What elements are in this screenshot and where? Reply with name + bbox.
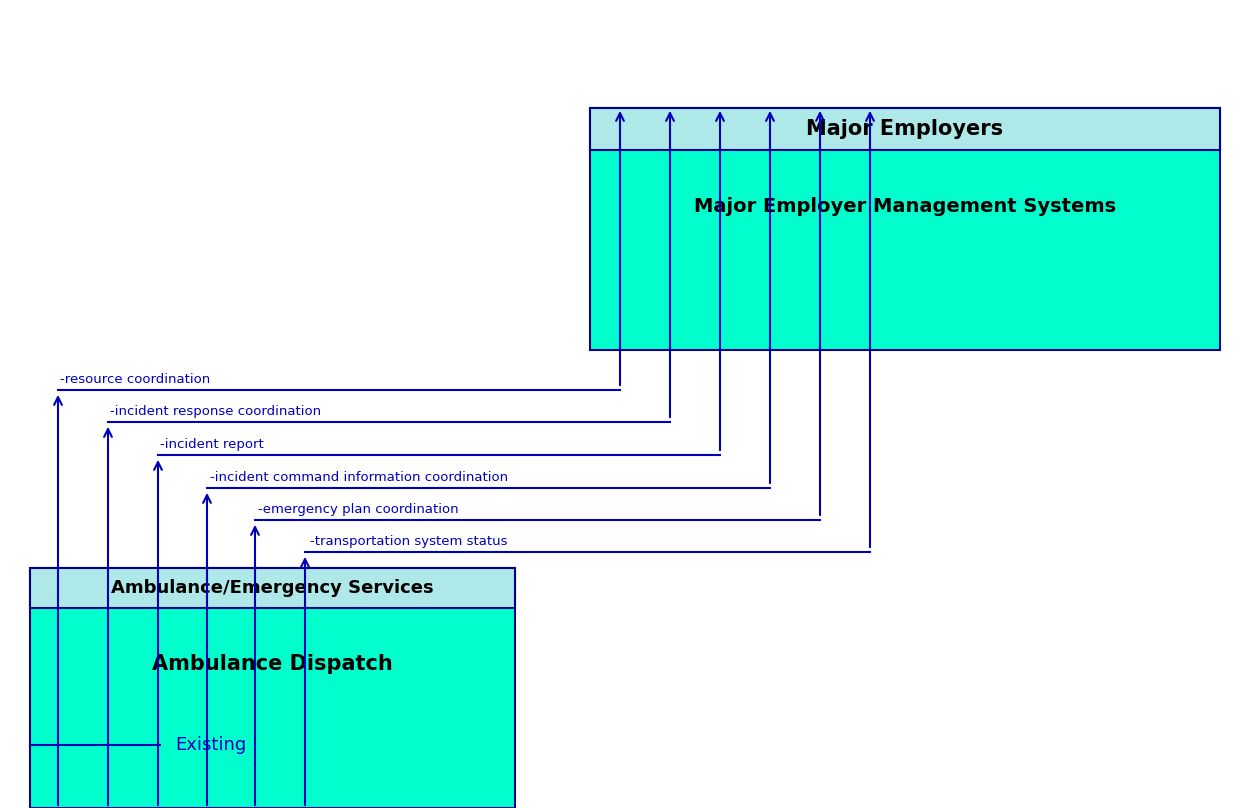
Bar <box>590 108 1219 350</box>
Text: Major Employers: Major Employers <box>806 119 1004 139</box>
Text: -emergency plan coordination: -emergency plan coordination <box>258 503 458 516</box>
Text: Existing: Existing <box>175 736 247 754</box>
Bar <box>30 568 515 608</box>
Bar <box>30 568 515 808</box>
Text: -incident command information coordination: -incident command information coordinati… <box>210 471 508 484</box>
Text: Ambulance/Emergency Services: Ambulance/Emergency Services <box>111 579 433 597</box>
Bar <box>590 108 1219 150</box>
Text: -resource coordination: -resource coordination <box>60 373 210 386</box>
Text: -transportation system status: -transportation system status <box>310 535 507 548</box>
Text: -incident response coordination: -incident response coordination <box>110 405 321 418</box>
Text: Ambulance Dispatch: Ambulance Dispatch <box>153 654 393 674</box>
Text: Major Employer Management Systems: Major Employer Management Systems <box>694 196 1116 216</box>
Text: -incident report: -incident report <box>160 438 264 451</box>
